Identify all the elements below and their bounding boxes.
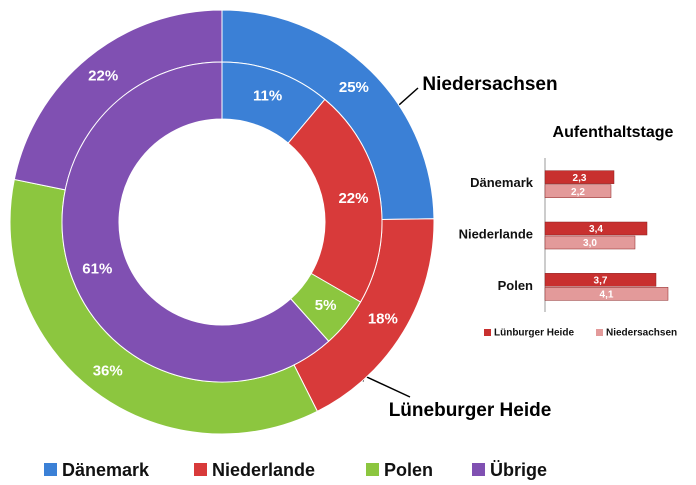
- annotation: Lüneburger Heide: [389, 400, 552, 421]
- data-label: 25%: [339, 79, 369, 96]
- data-label: 18%: [368, 310, 398, 327]
- data-label: 5%: [315, 297, 337, 314]
- legend-label: Niedersachsen: [606, 328, 677, 339]
- data-label: 4,1: [600, 289, 614, 300]
- y-tick-label: Dänemark: [470, 175, 534, 190]
- bar-title: Aufenthaltstage: [553, 124, 674, 141]
- legend-label: Übrige: [490, 460, 547, 480]
- data-label: 2,2: [571, 187, 585, 198]
- legend-label: Polen: [384, 460, 433, 480]
- legend-swatch: [44, 463, 57, 476]
- bar: [544, 287, 669, 301]
- legend-swatch: [484, 329, 491, 336]
- annotation: Niedersachsen: [422, 74, 557, 95]
- data-label: 2,3: [573, 173, 587, 184]
- data-label: 22%: [338, 190, 368, 207]
- legend-label: Niederlande: [212, 460, 315, 480]
- bar: [544, 221, 648, 236]
- data-label: 11%: [253, 88, 282, 105]
- y-tick-label: Niederlande: [459, 226, 533, 241]
- bar: [544, 273, 657, 287]
- data-label: 36%: [93, 362, 123, 379]
- bar: [544, 235, 636, 250]
- legend-swatch: [596, 329, 603, 336]
- y-tick-label: Polen: [498, 278, 533, 293]
- legend-label: Dänemark: [62, 460, 150, 480]
- data-label: 3,7: [594, 275, 608, 286]
- legend-swatch: [472, 463, 485, 476]
- legend-label: Lünburger Heide: [494, 328, 574, 339]
- data-label: 3,4: [589, 224, 603, 235]
- bar: [544, 184, 612, 198]
- legend-swatch: [366, 463, 379, 476]
- data-label: 22%: [88, 67, 118, 84]
- bar: [544, 170, 615, 184]
- data-label: 3,0: [583, 238, 597, 249]
- legend-swatch: [194, 463, 207, 476]
- data-label: 61%: [82, 261, 112, 278]
- donut-slice: [61, 61, 330, 383]
